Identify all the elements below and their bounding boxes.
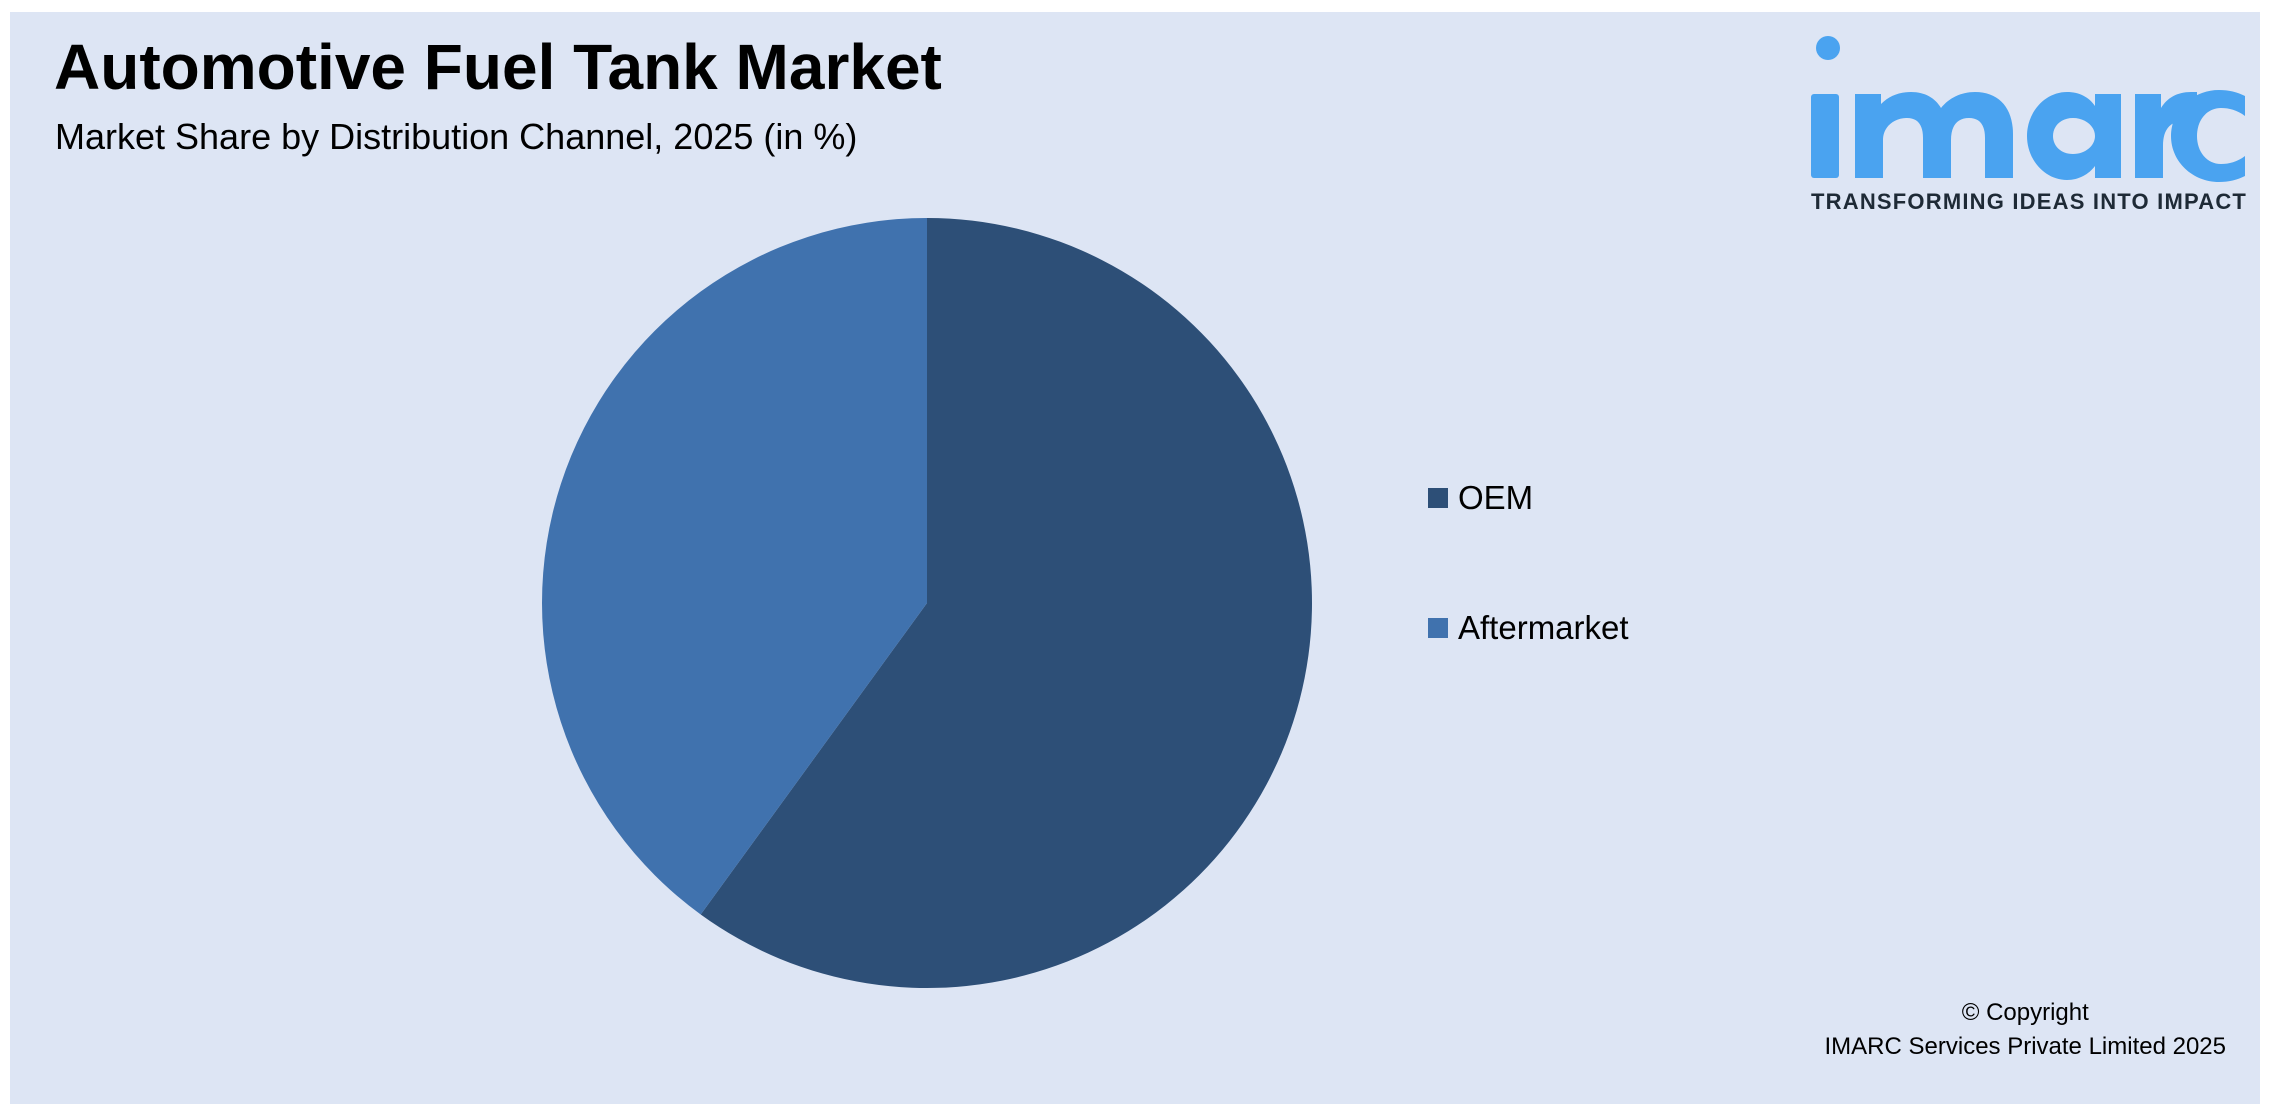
chart-legend: OEM Aftermarket bbox=[1428, 478, 1629, 738]
copyright-line-1: © Copyright bbox=[1961, 999, 2089, 1026]
legend-swatch-oem bbox=[1428, 488, 1448, 508]
legend-item-oem: OEM bbox=[1428, 478, 1629, 518]
copyright-line-2: IMARC Services Private Limited 2025 bbox=[1824, 1033, 2226, 1060]
legend-swatch-aftermarket bbox=[1428, 618, 1448, 638]
copyright-notice: © Copyright IMARC Services Private Limit… bbox=[1825, 996, 2226, 1064]
chart-subtitle: Market Share by Distribution Channel, 20… bbox=[55, 116, 858, 157]
pie-slice-aftermarket bbox=[541, 218, 927, 915]
chart-title: Automotive Fuel Tank Market bbox=[54, 31, 942, 103]
imarc-logo: TRANSFORMING IDEAS INTO IMPACT bbox=[1805, 26, 2248, 226]
imarc-wordmark-icon bbox=[1811, 36, 2245, 182]
legend-label-oem: OEM bbox=[1458, 479, 1534, 516]
pie-slice-oem bbox=[700, 218, 1312, 989]
logo-tagline: TRANSFORMING IDEAS INTO IMPACT bbox=[1811, 189, 2248, 214]
legend-label-aftermarket: Aftermarket bbox=[1458, 609, 1629, 646]
legend-item-aftermarket: Aftermarket bbox=[1428, 608, 1629, 648]
